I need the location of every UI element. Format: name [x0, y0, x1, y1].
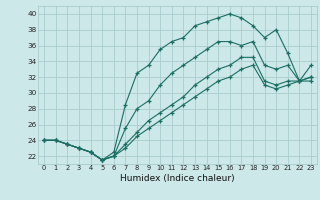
X-axis label: Humidex (Indice chaleur): Humidex (Indice chaleur)	[120, 174, 235, 183]
